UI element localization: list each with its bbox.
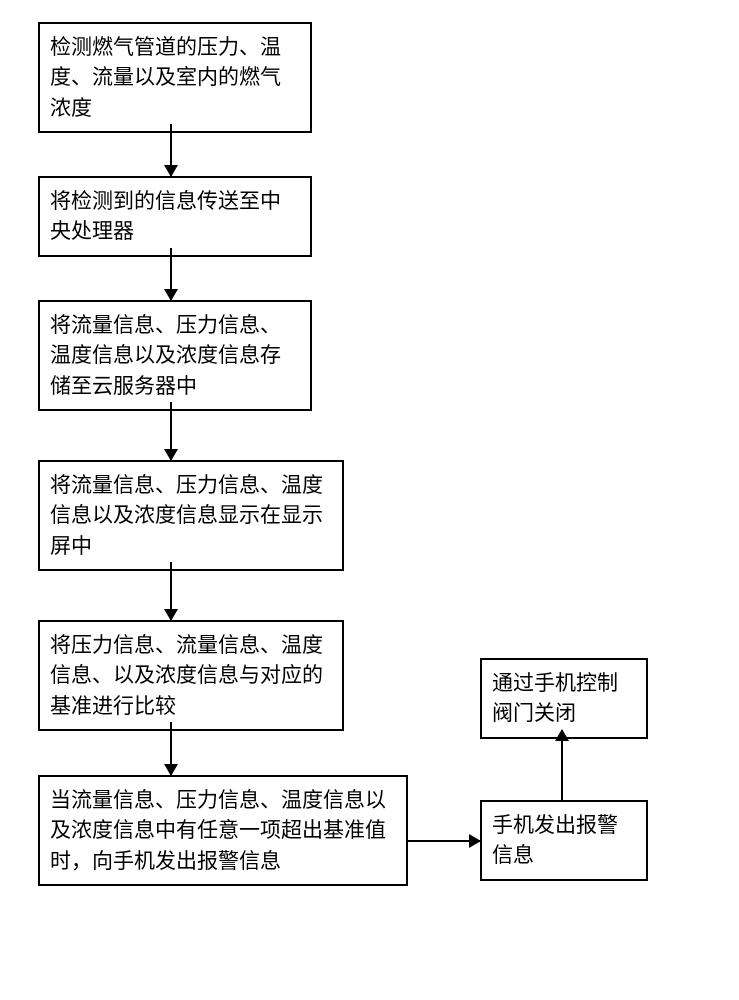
flow-node-1: 检测燃气管道的压力、温度、流量以及室内的燃气浓度 bbox=[38, 22, 312, 133]
arrow-7-8 bbox=[561, 730, 563, 800]
flow-node-4-text: 将流量信息、压力信息、温度信息以及浓度信息显示在显示屏中 bbox=[50, 473, 323, 558]
flow-node-5-text: 将压力信息、流量信息、温度信息、以及浓度信息与对应的基准进行比较 bbox=[50, 633, 323, 718]
flow-node-7: 手机发出报警信息 bbox=[480, 800, 648, 881]
flow-node-3-text: 将流量信息、压力信息、温度信息以及浓度信息存储至云服务器中 bbox=[50, 313, 281, 398]
arrow-4-5 bbox=[170, 562, 172, 620]
flow-node-4: 将流量信息、压力信息、温度信息以及浓度信息显示在显示屏中 bbox=[38, 460, 344, 571]
flow-node-3: 将流量信息、压力信息、温度信息以及浓度信息存储至云服务器中 bbox=[38, 300, 312, 411]
arrow-6-7 bbox=[408, 840, 480, 842]
flow-node-2-text: 将检测到的信息传送至中央处理器 bbox=[50, 189, 281, 243]
arrow-1-2 bbox=[170, 124, 172, 176]
flow-node-6: 当流量信息、压力信息、温度信息以及浓度信息中有任意一项超出基准值时，向手机发出报… bbox=[38, 775, 408, 886]
flow-node-7-text: 手机发出报警信息 bbox=[492, 813, 618, 867]
flow-node-8-text: 通过手机控制阀门关闭 bbox=[492, 671, 618, 725]
arrow-5-6 bbox=[170, 722, 172, 775]
arrow-2-3 bbox=[170, 248, 172, 300]
flow-node-5: 将压力信息、流量信息、温度信息、以及浓度信息与对应的基准进行比较 bbox=[38, 620, 344, 731]
arrow-3-4 bbox=[170, 402, 172, 460]
flow-node-6-text: 当流量信息、压力信息、温度信息以及浓度信息中有任意一项超出基准值时，向手机发出报… bbox=[50, 788, 386, 873]
flow-node-8: 通过手机控制阀门关闭 bbox=[480, 658, 648, 739]
flow-node-2: 将检测到的信息传送至中央处理器 bbox=[38, 176, 312, 257]
flow-node-1-text: 检测燃气管道的压力、温度、流量以及室内的燃气浓度 bbox=[50, 35, 281, 120]
